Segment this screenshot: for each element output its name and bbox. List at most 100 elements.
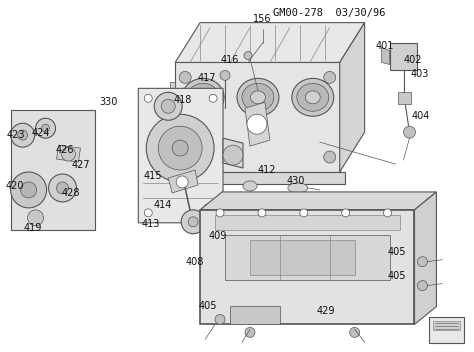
Ellipse shape	[292, 78, 334, 116]
Text: 429: 429	[317, 307, 335, 316]
Circle shape	[383, 209, 392, 217]
Text: 419: 419	[23, 223, 42, 233]
Text: 415: 415	[144, 171, 163, 181]
Ellipse shape	[196, 91, 210, 104]
Polygon shape	[225, 235, 390, 279]
Circle shape	[161, 99, 175, 113]
Circle shape	[209, 94, 217, 102]
Circle shape	[154, 92, 182, 120]
Text: 330: 330	[99, 97, 118, 107]
Text: 423: 423	[7, 130, 25, 140]
Circle shape	[179, 71, 191, 83]
Ellipse shape	[288, 183, 308, 193]
Ellipse shape	[250, 91, 265, 104]
Circle shape	[418, 281, 428, 290]
Circle shape	[144, 209, 152, 217]
Ellipse shape	[243, 181, 257, 191]
Text: 430: 430	[287, 176, 305, 186]
Circle shape	[220, 70, 230, 80]
Text: 401: 401	[375, 40, 394, 51]
Polygon shape	[390, 43, 418, 70]
Circle shape	[215, 314, 225, 325]
Polygon shape	[382, 48, 390, 64]
Polygon shape	[250, 240, 355, 275]
Circle shape	[11, 172, 46, 208]
Polygon shape	[175, 23, 365, 62]
Circle shape	[350, 327, 360, 337]
Circle shape	[418, 257, 428, 267]
Circle shape	[244, 51, 252, 59]
Circle shape	[56, 182, 69, 194]
Circle shape	[27, 210, 44, 226]
Circle shape	[48, 174, 76, 202]
Circle shape	[62, 147, 75, 161]
Polygon shape	[170, 172, 345, 184]
Circle shape	[342, 209, 350, 217]
Polygon shape	[200, 210, 414, 325]
Circle shape	[245, 327, 255, 337]
Text: 156: 156	[253, 14, 271, 24]
Text: 424: 424	[31, 128, 50, 138]
Text: 403: 403	[410, 69, 428, 80]
Text: 420: 420	[5, 181, 24, 191]
Polygon shape	[340, 23, 365, 172]
Circle shape	[179, 151, 191, 163]
Text: 405: 405	[387, 271, 406, 281]
Text: 405: 405	[199, 301, 218, 312]
Text: 417: 417	[198, 73, 216, 83]
Text: GM00-278  03/30/96: GM00-278 03/30/96	[273, 8, 386, 18]
Text: 418: 418	[174, 95, 192, 105]
Circle shape	[216, 209, 224, 217]
Text: 426: 426	[55, 145, 74, 155]
Text: 413: 413	[141, 219, 159, 229]
Polygon shape	[56, 145, 81, 162]
Text: 416: 416	[221, 56, 239, 65]
Polygon shape	[168, 170, 198, 193]
Ellipse shape	[187, 83, 219, 111]
Circle shape	[18, 130, 27, 140]
Text: 409: 409	[209, 231, 227, 241]
Text: 427: 427	[71, 160, 90, 170]
Circle shape	[144, 94, 152, 102]
Text: 402: 402	[403, 56, 422, 65]
Polygon shape	[215, 215, 400, 230]
Circle shape	[403, 126, 416, 138]
Polygon shape	[11, 110, 95, 230]
Circle shape	[36, 118, 55, 138]
Circle shape	[188, 217, 198, 227]
Text: 405: 405	[387, 247, 406, 257]
Bar	[429, 318, 465, 343]
Circle shape	[300, 209, 308, 217]
Circle shape	[11, 123, 35, 147]
Text: 404: 404	[411, 111, 429, 121]
Circle shape	[204, 204, 212, 212]
Polygon shape	[414, 192, 437, 325]
Circle shape	[158, 126, 202, 170]
Polygon shape	[138, 88, 223, 223]
Circle shape	[21, 182, 36, 198]
Ellipse shape	[237, 78, 279, 116]
Ellipse shape	[305, 91, 320, 104]
Polygon shape	[175, 62, 340, 172]
Circle shape	[176, 176, 188, 188]
Text: 408: 408	[186, 257, 204, 267]
Ellipse shape	[242, 83, 274, 111]
Polygon shape	[170, 82, 175, 142]
Text: 428: 428	[61, 188, 80, 198]
Polygon shape	[223, 138, 243, 168]
Circle shape	[42, 124, 50, 132]
Polygon shape	[200, 192, 437, 210]
Circle shape	[181, 210, 205, 234]
Polygon shape	[398, 92, 411, 104]
Circle shape	[324, 151, 336, 163]
Circle shape	[247, 114, 267, 134]
Ellipse shape	[182, 78, 224, 116]
Text: 412: 412	[258, 165, 276, 175]
Circle shape	[146, 114, 214, 182]
Bar	[433, 321, 460, 331]
Polygon shape	[245, 102, 270, 146]
Circle shape	[258, 209, 266, 217]
Circle shape	[223, 145, 243, 165]
Circle shape	[172, 140, 188, 156]
Polygon shape	[230, 307, 280, 325]
